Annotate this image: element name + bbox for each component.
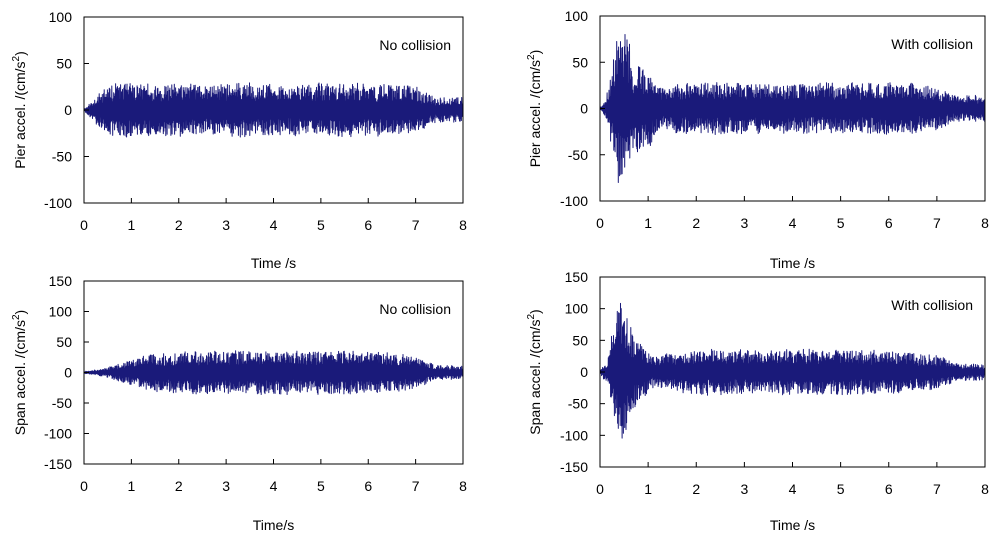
panel-3-x-tick-label: 3 (740, 481, 748, 497)
panel-2-y-tick-label: -150 (44, 456, 72, 472)
panel-1-x-tick-label: 7 (933, 215, 941, 231)
panel-1-y-axis-title: Pier accel. /(cm/s2) (526, 50, 543, 168)
panel-1-x-tick-label: 6 (885, 215, 893, 231)
panel-3-acceleration-trace (599, 302, 986, 439)
panel-2-x-tick-label: 2 (175, 478, 183, 494)
panel-2-acceleration-trace (83, 350, 464, 395)
panel-2-y-tick-label: 50 (56, 334, 72, 350)
panel-0-x-tick-label: 5 (317, 217, 325, 233)
panel-0-y-tick-label: -50 (52, 149, 72, 165)
panel-3-y-tick-label: 50 (572, 332, 588, 348)
panel-3-y-tick-label: 0 (580, 364, 588, 380)
panel-1-y-tick-label: 0 (580, 101, 588, 117)
panel-3-annotation: With collision (891, 297, 973, 313)
chart-panel-pier-with-collision: 0 1 2 3 4 5 6 7 8 -100 -50 0 50 100 Time /s Pier accel.… (526, 8, 989, 271)
panel-3-x-tick-label: 1 (644, 481, 652, 497)
panel-0-x-axis-title: Time /s (251, 255, 296, 271)
chart-panel-pier-no-collision: 0 1 2 3 4 5 6 7 8 -100 -50 0 50 100 Time /s Pier accel.… (11, 9, 467, 271)
panel-1-y-tick-label: 50 (572, 54, 588, 70)
chart-panel-span-with-collision: 0 1 2 3 4 5 6 7 8 -150 -100 -50 0 50 100 150 Time /s Span… (526, 269, 989, 533)
panel-0-x-tick-label: 7 (412, 217, 420, 233)
panel-2-x-tick-label: 3 (222, 478, 230, 494)
panel-3-y-axis-title: Span accel. /(cm/s2) (526, 309, 543, 434)
panel-0-x-tick-label: 3 (222, 217, 230, 233)
panel-1-annotation: With collision (891, 36, 973, 52)
panel-3-x-axis-title: Time /s (770, 517, 815, 533)
panel-0-y-tick-label: 50 (56, 56, 72, 72)
panel-2-y-tick-label: -50 (52, 395, 72, 411)
panel-0-y-axis-title: Pier accel. /(cm/s2) (11, 51, 28, 169)
panel-3-x-tick-label: 0 (596, 481, 604, 497)
panel-1-x-tick-label: 3 (740, 215, 748, 231)
panel-0-x-tick-label: 0 (80, 217, 88, 233)
panel-3-x-tick-label: 8 (981, 481, 989, 497)
panel-3-x-tick-label: 4 (789, 481, 797, 497)
panel-2-x-tick-label: 4 (270, 478, 278, 494)
panel-2-y-tick-label: -100 (44, 426, 72, 442)
panel-2-x-axis-title: Time/s (253, 517, 294, 533)
panel-2-y-axis-title: Span accel. /(cm/s2) (11, 310, 28, 435)
panel-3-y-tick-label: -150 (560, 459, 588, 475)
panel-0-x-tick-label: 8 (459, 217, 467, 233)
panel-2-annotation: No collision (379, 301, 451, 317)
panel-2-x-tick-label: 7 (412, 478, 420, 494)
panel-3-y-tick-label: 100 (565, 301, 589, 317)
panel-3-y-tick-label: 150 (565, 269, 589, 285)
panel-1-y-tick-label: 100 (565, 8, 589, 24)
panel-2-x-tick-label: 1 (127, 478, 135, 494)
panel-0-x-tick-label: 6 (364, 217, 372, 233)
panel-2-x-tick-label: 8 (459, 478, 467, 494)
panel-3-x-tick-label: 5 (837, 481, 845, 497)
panel-3-x-tick-label: 6 (885, 481, 893, 497)
panel-0-annotation: No collision (379, 37, 451, 53)
panel-2-y-tick-label: 150 (49, 273, 73, 289)
panel-1-y-tick-label: -50 (568, 147, 588, 163)
panel-1-acceleration-trace (599, 34, 986, 183)
panel-2-x-tick-label: 6 (364, 478, 372, 494)
panel-3-x-tick-label: 7 (933, 481, 941, 497)
panel-1-x-tick-label: 5 (837, 215, 845, 231)
chart-panel-span-no-collision: 0 1 2 3 4 5 6 7 8 -150 -100 -50 0 50 100 150 Time/s Span … (11, 273, 467, 533)
panel-2-y-tick-label: 0 (64, 365, 72, 381)
panel-3-y-tick-label: -50 (568, 396, 588, 412)
panel-1-x-tick-label: 1 (644, 215, 652, 231)
panel-0-y-tick-label: 0 (64, 102, 72, 118)
panel-1-x-axis-title: Time /s (770, 255, 815, 271)
panel-3-x-tick-label: 2 (692, 481, 700, 497)
panel-0-y-tick-label: 100 (49, 9, 73, 25)
panel-0-y-tick-label: -100 (44, 195, 72, 211)
panel-0-x-tick-label: 4 (270, 217, 278, 233)
panel-1-x-tick-label: 8 (981, 215, 989, 231)
panel-0-x-tick-label: 2 (175, 217, 183, 233)
panel-0-x-tick-label: 1 (127, 217, 135, 233)
panel-3-y-tick-label: -100 (560, 427, 588, 443)
panel-1-x-tick-label: 4 (789, 215, 797, 231)
panel-1-x-tick-label: 2 (692, 215, 700, 231)
panel-1-x-tick-label: 0 (596, 215, 604, 231)
panel-1-y-tick-label: -100 (560, 193, 588, 209)
panel-0-acceleration-trace (83, 82, 464, 138)
panel-2-y-tick-label: 100 (49, 304, 73, 320)
panel-2-x-tick-label: 0 (80, 478, 88, 494)
panel-2-x-tick-label: 5 (317, 478, 325, 494)
